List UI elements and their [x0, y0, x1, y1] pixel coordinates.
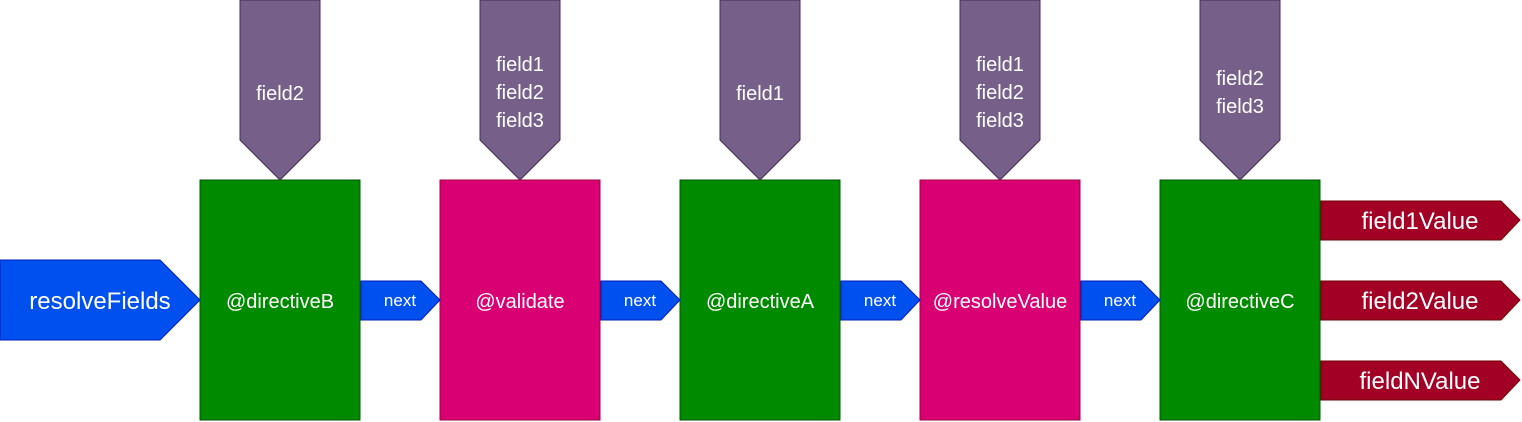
output-arrow-label: field1Value — [1362, 208, 1479, 235]
field-tag-text: field3 — [976, 110, 1024, 132]
directive-label: @directiveB — [226, 291, 334, 313]
directive-box-directiveB: @directiveB — [199, 179, 361, 421]
field-tag-text: field1 — [496, 54, 544, 76]
field-tag-text: field3 — [1216, 96, 1264, 118]
directive-box-shape — [439, 179, 601, 421]
resolve-fields-shape — [0, 259, 201, 341]
field-tag-shape — [719, 0, 801, 181]
directive-box-resolveValue: @resolveValue — [919, 179, 1081, 421]
output-arrow-label: field2Value — [1362, 288, 1479, 315]
directive-box-shape — [919, 179, 1081, 421]
output-arrow-label: fieldNValue — [1360, 368, 1481, 395]
field-tag-text: field2 — [496, 82, 544, 104]
field-tag-shape — [239, 0, 321, 181]
next-arrow-shape — [840, 280, 921, 321]
output-arrow-shape — [1320, 280, 1521, 321]
field-tag-directiveC: field2 field3 — [1199, 0, 1281, 181]
output-arrow-field1: field1Value — [1320, 200, 1521, 241]
directive-label: @directiveC — [1185, 291, 1294, 313]
directive-box-shape — [1159, 179, 1321, 421]
next-arrow-1: next — [360, 280, 441, 321]
next-arrow-shape — [360, 280, 441, 321]
field-tag-validate: field1 field2 field3 — [479, 0, 561, 181]
next-arrow-label: next — [384, 291, 416, 310]
field-tag-text: field2 — [1216, 68, 1264, 90]
next-arrow-shape — [1080, 280, 1161, 321]
next-arrow-shape — [600, 280, 681, 321]
directive-label: @resolveValue — [933, 291, 1067, 313]
next-arrow-2: next — [600, 280, 681, 321]
resolve-fields-label: resolveFields — [29, 288, 170, 315]
field-tag-directiveB: field2 — [239, 0, 321, 181]
field-tag-text: field1 — [976, 54, 1024, 76]
next-arrow-label: next — [1104, 291, 1136, 310]
directive-box-directiveA: @directiveA — [679, 179, 841, 421]
field-tag-shape — [1199, 0, 1281, 181]
directive-box-directiveC: @directiveC — [1159, 179, 1321, 421]
directive-box-validate: @validate — [439, 179, 601, 421]
field-tag-text: field2 — [976, 82, 1024, 104]
resolve-fields-arrow: resolveFields — [0, 259, 201, 341]
field-tag-text: field1 — [736, 83, 784, 105]
field-tag-resolveValue: field1 field2 field3 — [959, 0, 1041, 181]
directive-box-shape — [679, 179, 841, 421]
next-arrow-3: next — [840, 280, 921, 321]
field-tag-directiveA: field1 — [719, 0, 801, 181]
output-arrow-shape — [1320, 360, 1521, 401]
next-arrow-label: next — [864, 291, 896, 310]
next-arrow-4: next — [1080, 280, 1161, 321]
directive-label: @validate — [475, 291, 564, 313]
field-tag-shape — [479, 0, 561, 181]
output-arrow-shape — [1320, 200, 1521, 241]
output-arrow-field2: field2Value — [1320, 280, 1521, 321]
field-tag-text: field3 — [496, 110, 544, 132]
field-tag-shape — [959, 0, 1041, 181]
next-arrow-label: next — [624, 291, 656, 310]
field-tag-text: field2 — [256, 83, 304, 105]
directive-box-shape — [199, 179, 361, 421]
output-arrow-fieldN: fieldNValue — [1320, 360, 1521, 401]
directive-label: @directiveA — [706, 291, 815, 313]
